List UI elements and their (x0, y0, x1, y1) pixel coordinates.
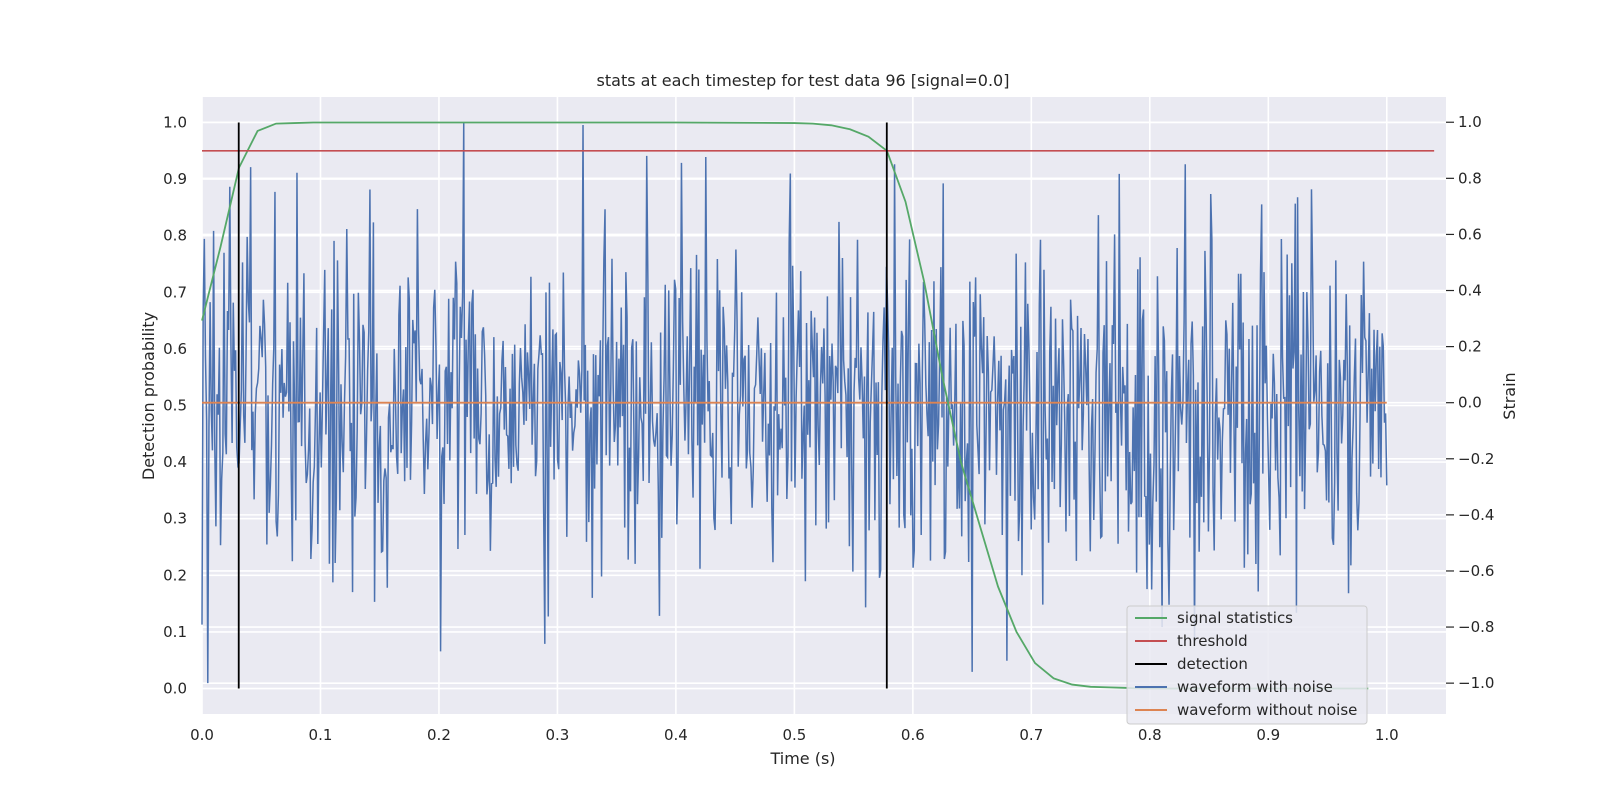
y-right-tick-label: 0.4 (1458, 282, 1482, 300)
legend-item-label: signal statistics (1177, 609, 1293, 627)
y-tick-label: 0.0 (163, 680, 187, 698)
x-tick-label: 0.1 (309, 726, 333, 744)
x-tick-label: 1.0 (1375, 726, 1399, 744)
x-tick-label: 0.2 (427, 726, 451, 744)
y-tick-label: 0.1 (163, 623, 187, 641)
axes: 0.0 0.1 0.2 0.3 0.4 0.5 0.6 0.7 0.8 0.9 1.0 0.0 0.1 0… (163, 113, 1494, 744)
y-right-tick-label: −0.4 (1458, 506, 1494, 524)
series-layer (201, 121, 1435, 690)
series-signal-statistics (201, 121, 1369, 690)
x-tick-label: 0.9 (1256, 726, 1280, 744)
y-tick-label: 1.0 (163, 113, 187, 131)
y-tick-label: 0.9 (163, 170, 187, 188)
y-axis-label: Detection probability (139, 312, 158, 480)
legend-item-label: waveform with noise (1177, 678, 1333, 696)
y-right-tick-label: 0.0 (1458, 394, 1482, 412)
y-right-tick-label: 0.8 (1458, 169, 1482, 187)
y-right-tick-label: −1.0 (1458, 674, 1494, 692)
legend-item-label: threshold (1177, 632, 1248, 650)
x-tick-label: 0.6 (901, 726, 925, 744)
y-tick-label: 0.6 (163, 340, 187, 358)
x-tick-label: 0.4 (664, 726, 688, 744)
y-right-tick-label: −0.2 (1458, 450, 1494, 468)
y-right-tick-label: −0.6 (1458, 562, 1494, 580)
x-axis-label: Time (s) (769, 749, 835, 768)
legend-box (1126, 605, 1368, 725)
y-right-tick-label: 1.0 (1458, 113, 1482, 131)
y-right-tick-label: 0.6 (1458, 225, 1482, 243)
y-right-tick-label: −0.8 (1458, 618, 1494, 636)
series-waveform-with-noise (201, 122, 1388, 684)
y-tick-label: 0.8 (163, 227, 187, 245)
y-tick-label: 0.7 (163, 283, 187, 301)
x-tick-label: 0.3 (545, 726, 569, 744)
chart-title: stats at each timestep for test data 96 … (597, 71, 1010, 90)
y-right-tick-label: 0.2 (1458, 338, 1482, 356)
legend-item-label: waveform without noise (1177, 701, 1357, 719)
legend: signal statistics threshold detection wavef… (1126, 605, 1368, 725)
x-tick-label: 0.0 (190, 726, 214, 744)
y-tick-label: 0.3 (163, 510, 187, 528)
y-tick-label: 0.2 (163, 566, 187, 584)
y-tick-label: 0.4 (163, 453, 187, 471)
x-tick-label: 0.8 (1138, 726, 1162, 744)
y-axis-right-label: Strain (1500, 372, 1519, 419)
x-tick-label: 0.5 (782, 726, 806, 744)
x-tick-label: 0.7 (1019, 726, 1043, 744)
legend-item-label: detection (1177, 655, 1248, 673)
y-tick-label: 0.5 (163, 397, 187, 415)
